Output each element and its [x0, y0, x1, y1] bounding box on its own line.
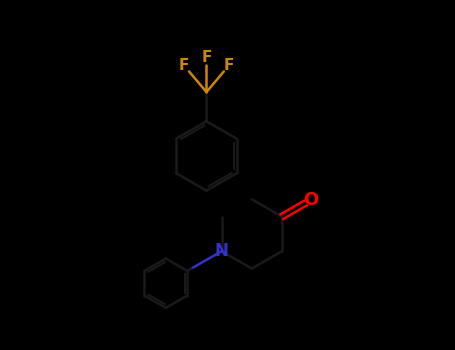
- Text: N: N: [215, 242, 228, 260]
- Text: F: F: [224, 58, 234, 73]
- Text: O: O: [303, 191, 318, 209]
- Text: F: F: [201, 50, 212, 65]
- Text: F: F: [179, 58, 189, 73]
